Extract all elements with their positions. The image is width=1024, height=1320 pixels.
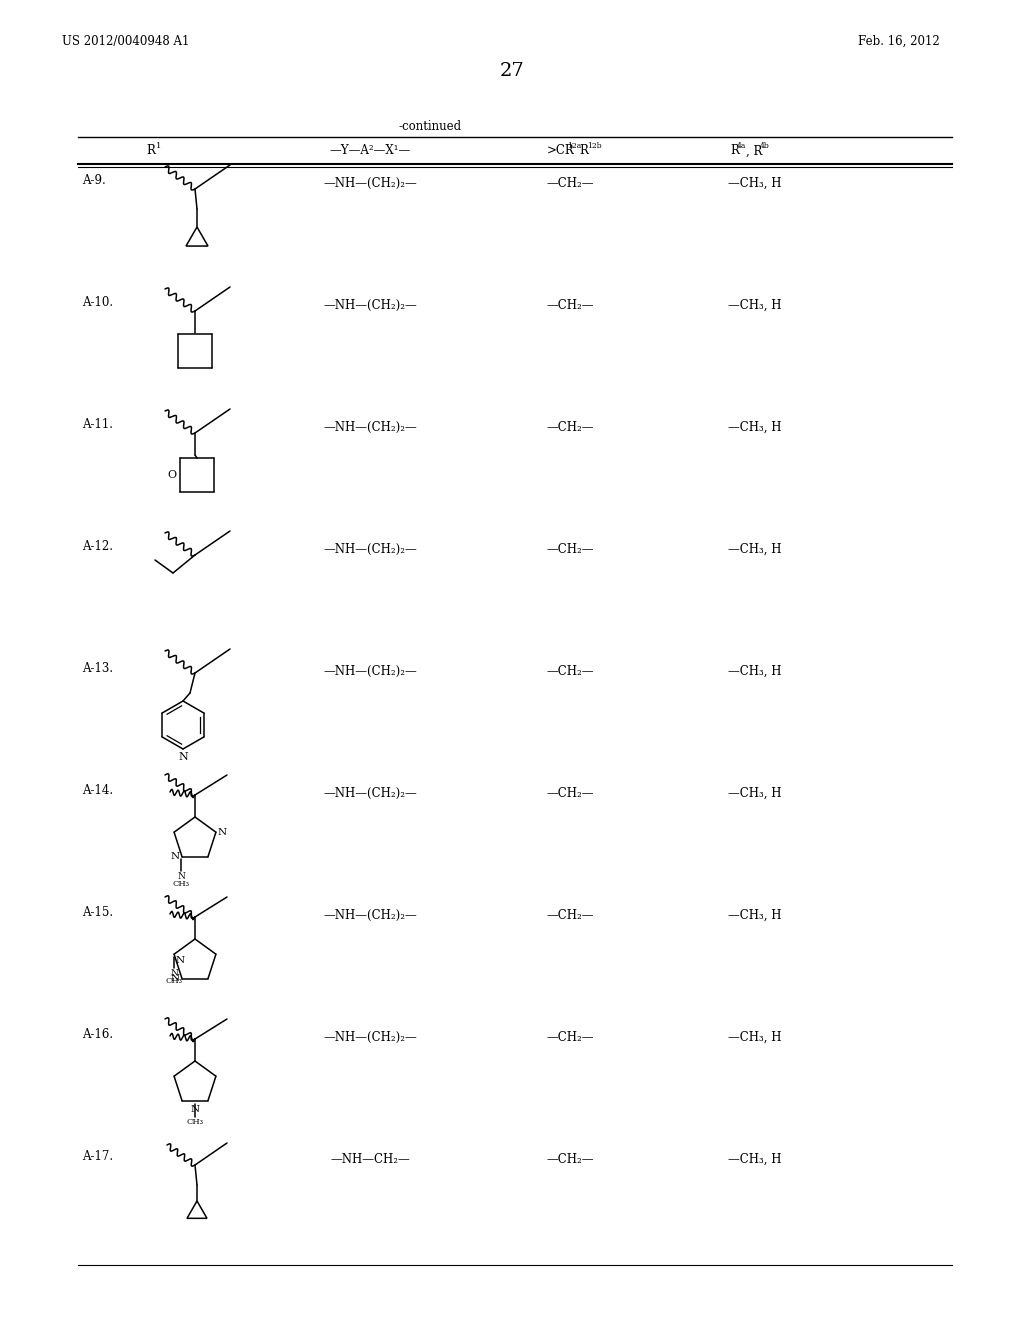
Text: —CH₂—: —CH₂— xyxy=(546,300,594,312)
Text: R: R xyxy=(579,144,588,157)
Text: —NH—(CH₂)₂—: —NH—(CH₂)₂— xyxy=(324,665,417,678)
Text: —NH—(CH₂)₂—: —NH—(CH₂)₂— xyxy=(324,300,417,312)
Text: A-17.: A-17. xyxy=(82,1150,113,1163)
Text: —CH₂—: —CH₂— xyxy=(546,665,594,678)
Text: R: R xyxy=(730,144,739,157)
Text: —NH—(CH₂)₂—: —NH—(CH₂)₂— xyxy=(324,787,417,800)
Text: A-14.: A-14. xyxy=(82,784,113,797)
Text: US 2012/0040948 A1: US 2012/0040948 A1 xyxy=(62,36,189,48)
Text: 4a: 4a xyxy=(737,143,746,150)
Text: —CH₃, H: —CH₃, H xyxy=(728,300,781,312)
Text: —CH₃, H: —CH₃, H xyxy=(728,543,781,556)
Text: —CH₃, H: —CH₃, H xyxy=(728,787,781,800)
Text: —NH—(CH₂)₂—: —NH—(CH₂)₂— xyxy=(324,421,417,434)
Text: N: N xyxy=(218,828,227,837)
Text: —CH₃, H: —CH₃, H xyxy=(728,1031,781,1044)
Text: N: N xyxy=(175,956,184,965)
Text: A-16.: A-16. xyxy=(82,1028,113,1041)
Text: CH₃: CH₃ xyxy=(166,977,182,985)
Text: A-12.: A-12. xyxy=(82,540,113,553)
Text: —CH₂—: —CH₂— xyxy=(546,1031,594,1044)
Text: —NH—CH₂—: —NH—CH₂— xyxy=(330,1152,410,1166)
Text: —CH₃, H: —CH₃, H xyxy=(728,665,781,678)
Text: —CH₂—: —CH₂— xyxy=(546,543,594,556)
Text: —NH—(CH₂)₂—: —NH—(CH₂)₂— xyxy=(324,543,417,556)
Text: —Y—A²—X¹—: —Y—A²—X¹— xyxy=(330,144,411,157)
Text: —CH₂—: —CH₂— xyxy=(546,787,594,800)
Text: 12b: 12b xyxy=(587,143,602,150)
Text: —CH₃, H: —CH₃, H xyxy=(728,177,781,190)
Text: —CH₂—: —CH₂— xyxy=(546,177,594,190)
Text: —CH₃, H: —CH₃, H xyxy=(728,1152,781,1166)
Text: A-9.: A-9. xyxy=(82,174,105,187)
Text: —CH₂—: —CH₂— xyxy=(546,909,594,921)
Text: —NH—(CH₂)₂—: —NH—(CH₂)₂— xyxy=(324,909,417,921)
Text: —CH₂—: —CH₂— xyxy=(546,421,594,434)
Text: —CH₃, H: —CH₃, H xyxy=(728,421,781,434)
Text: R: R xyxy=(146,144,155,157)
Text: —CH₃, H: —CH₃, H xyxy=(728,909,781,921)
Text: A-13.: A-13. xyxy=(82,663,113,675)
Text: Feb. 16, 2012: Feb. 16, 2012 xyxy=(858,36,940,48)
Text: A-10.: A-10. xyxy=(82,296,113,309)
Text: >CR: >CR xyxy=(547,144,574,157)
Text: N: N xyxy=(190,1105,200,1114)
Text: N: N xyxy=(170,969,178,978)
Text: CH₃: CH₃ xyxy=(173,880,189,888)
Text: CH₃: CH₃ xyxy=(186,1118,204,1126)
Text: A-11.: A-11. xyxy=(82,418,113,432)
Text: O: O xyxy=(168,470,176,480)
Text: , R: , R xyxy=(746,144,763,157)
Text: 12a: 12a xyxy=(567,143,582,150)
Text: —NH—(CH₂)₂—: —NH—(CH₂)₂— xyxy=(324,1031,417,1044)
Text: A-15.: A-15. xyxy=(82,906,113,919)
Text: N: N xyxy=(177,871,185,880)
Text: 27: 27 xyxy=(500,62,524,81)
Text: N: N xyxy=(178,752,187,762)
Text: —CH₂—: —CH₂— xyxy=(546,1152,594,1166)
Text: 4b: 4b xyxy=(760,143,770,150)
Text: 1: 1 xyxy=(156,143,162,150)
Text: -continued: -continued xyxy=(398,120,462,133)
Text: N: N xyxy=(171,974,180,983)
Text: —NH—(CH₂)₂—: —NH—(CH₂)₂— xyxy=(324,177,417,190)
Text: N: N xyxy=(171,853,180,861)
